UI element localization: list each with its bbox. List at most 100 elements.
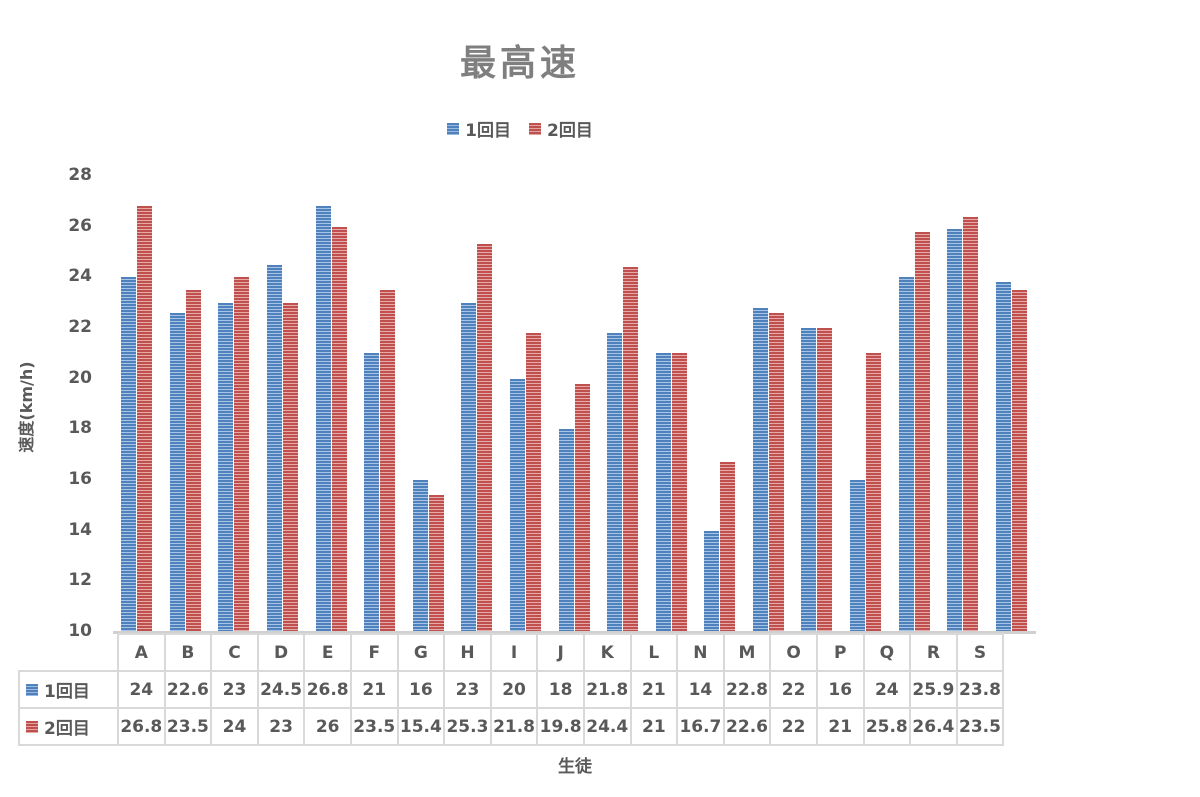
bar-J-series-2 bbox=[574, 383, 590, 632]
table-cell: 20 bbox=[489, 670, 539, 709]
table-cell: 21 bbox=[629, 707, 679, 746]
table-cell: 22.6 bbox=[163, 670, 213, 709]
table-cell: 24 bbox=[862, 670, 912, 709]
bar-D-series-2 bbox=[283, 302, 299, 632]
table-cell: 21 bbox=[815, 707, 865, 746]
row-label: 1回目 bbox=[44, 682, 90, 702]
bar-H-series-2 bbox=[477, 244, 493, 632]
bar-Q-series-1 bbox=[898, 277, 914, 632]
table-header-cell: R bbox=[909, 633, 958, 672]
bar-C-series-1 bbox=[218, 302, 234, 632]
bar-C-series-2 bbox=[234, 277, 250, 632]
bar-A-series-1 bbox=[121, 277, 137, 632]
table-header-cell: I bbox=[489, 633, 539, 672]
y-tick-label: 24 bbox=[68, 266, 92, 287]
table-cell: 22.6 bbox=[722, 707, 772, 746]
table-cell: 16 bbox=[396, 670, 446, 709]
bar-H-series-1 bbox=[461, 302, 477, 632]
y-tick-label: 28 bbox=[68, 165, 92, 185]
data-table: A B C D E F G H I J K L N M O P Q R S 1回目 24 22.6 23 24.5 26.8 21… bbox=[18, 633, 1005, 746]
table-header-cell: D bbox=[256, 633, 306, 672]
table-cell: 25.9 bbox=[909, 670, 958, 709]
y-tick-label: 22 bbox=[68, 317, 92, 337]
legend-key-icon bbox=[26, 720, 38, 733]
table-row: 1回目 24 22.6 23 24.5 26.8 21 16 23 20 18 21.8 21 14 22.… bbox=[18, 670, 1005, 709]
table-header-cell: F bbox=[349, 633, 399, 672]
row-label: 2回目 bbox=[44, 719, 90, 739]
table-header-cell: P bbox=[815, 633, 865, 672]
table-corner bbox=[19, 634, 119, 671]
bar-K-series-2 bbox=[623, 267, 639, 632]
bar-K-series-1 bbox=[607, 333, 623, 632]
y-tick-label: 12 bbox=[68, 570, 92, 591]
table-cell: 23 bbox=[443, 670, 492, 709]
table-cell: 16.7 bbox=[676, 707, 725, 746]
bar-N-series-2 bbox=[720, 462, 736, 632]
y-tick-label: 20 bbox=[68, 367, 92, 388]
table-cell: 22 bbox=[769, 670, 818, 709]
legend-key-icon bbox=[26, 683, 38, 696]
table-header-cell: B bbox=[163, 633, 213, 672]
table-header-cell: M bbox=[722, 633, 772, 672]
bar-Q-series-2 bbox=[914, 231, 930, 632]
table-cell: 16 bbox=[815, 670, 865, 709]
bar-M-series-1 bbox=[752, 307, 768, 632]
table-header-cell: A bbox=[117, 633, 166, 672]
table-cell: 21 bbox=[349, 670, 399, 709]
table-cell: 21.8 bbox=[582, 670, 632, 709]
table-header-cell: O bbox=[769, 633, 818, 672]
y-tick-label: 26 bbox=[68, 215, 92, 236]
legend-swatch-blue-icon bbox=[447, 122, 460, 135]
table-cell: 23.5 bbox=[955, 707, 1005, 746]
table-cell: 15.4 bbox=[396, 707, 446, 746]
plot-area bbox=[113, 176, 1036, 632]
table-cell: 22 bbox=[769, 707, 818, 746]
table-cell: 23 bbox=[256, 707, 306, 746]
table-header-cell: N bbox=[676, 633, 725, 672]
table-cell: 26 bbox=[303, 707, 352, 746]
table-cell: 22.8 bbox=[722, 670, 772, 709]
bar-I-series-1 bbox=[509, 378, 525, 632]
legend-item-series-2: 2回目 bbox=[529, 116, 593, 141]
legend-label: 2回目 bbox=[547, 121, 593, 141]
table-header-cell: E bbox=[303, 633, 352, 672]
bar-D-series-1 bbox=[267, 264, 283, 632]
legend: 1回目 2回目 bbox=[0, 116, 1040, 141]
table-cell: 23 bbox=[210, 670, 259, 709]
table-header-cell: H bbox=[443, 633, 492, 672]
y-tick-label: 16 bbox=[68, 469, 92, 489]
chart-title: 最高速 bbox=[459, 43, 580, 84]
y-tick-label: 14 bbox=[68, 519, 92, 540]
bar-E-series-2 bbox=[331, 226, 347, 632]
table-cell: 23.5 bbox=[163, 707, 213, 746]
bar-B-series-1 bbox=[169, 312, 185, 632]
table-cell: 24 bbox=[210, 707, 259, 746]
bar-L-series-1 bbox=[655, 353, 671, 632]
table-row-header: 2回目 bbox=[18, 707, 119, 746]
bar-G-series-2 bbox=[428, 495, 444, 632]
x-axis-label: 生徒 bbox=[558, 757, 592, 777]
table-header-cell: G bbox=[396, 633, 446, 672]
table-cell: 23.8 bbox=[955, 670, 1005, 709]
bar-I-series-2 bbox=[525, 333, 541, 632]
table-header-cell: Q bbox=[862, 633, 912, 672]
legend-swatch-red-icon bbox=[529, 122, 541, 135]
legend-item-series-1: 1回目 bbox=[447, 116, 511, 141]
bar-R-series-2 bbox=[963, 216, 979, 632]
bar-S-series-2 bbox=[1011, 290, 1027, 632]
table-row-header: 1回目 bbox=[18, 670, 119, 709]
table-cell: 19.8 bbox=[536, 707, 585, 746]
bar-E-series-1 bbox=[315, 206, 331, 632]
bar-P-series-1 bbox=[849, 480, 865, 632]
table-cell: 24 bbox=[117, 670, 166, 709]
bar-O-series-2 bbox=[817, 328, 833, 632]
table-cell: 24.5 bbox=[256, 670, 306, 709]
table-cell: 24.4 bbox=[582, 707, 632, 746]
bar-A-series-2 bbox=[137, 206, 153, 632]
table-header-cell: C bbox=[210, 633, 259, 672]
bar-M-series-2 bbox=[768, 312, 784, 632]
bar-O-series-1 bbox=[801, 328, 817, 632]
bar-B-series-2 bbox=[185, 290, 201, 632]
table-header-cell: K bbox=[582, 633, 632, 672]
table-cell: 21.8 bbox=[489, 707, 539, 746]
